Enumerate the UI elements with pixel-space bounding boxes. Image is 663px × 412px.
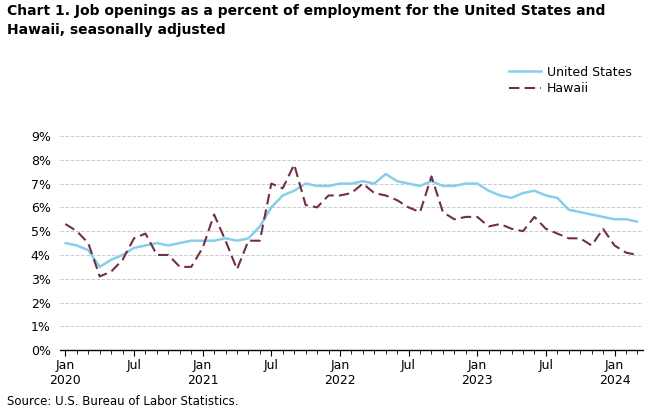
Text: Source: U.S. Bureau of Labor Statistics.: Source: U.S. Bureau of Labor Statistics. bbox=[7, 395, 238, 408]
Legend: United States, Hawaii: United States, Hawaii bbox=[505, 61, 637, 100]
Text: Chart 1. Job openings as a percent of employment for the United States and
Hawai: Chart 1. Job openings as a percent of em… bbox=[7, 4, 605, 37]
